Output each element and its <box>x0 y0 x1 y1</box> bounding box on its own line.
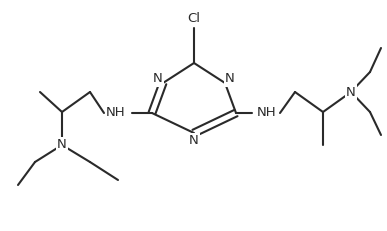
Text: Cl: Cl <box>187 12 200 24</box>
Text: NH: NH <box>106 106 126 119</box>
Text: NH: NH <box>257 106 277 119</box>
Text: N: N <box>153 73 163 85</box>
Text: N: N <box>57 139 67 152</box>
Text: N: N <box>225 73 235 85</box>
Text: N: N <box>346 85 356 98</box>
Text: N: N <box>189 134 199 148</box>
